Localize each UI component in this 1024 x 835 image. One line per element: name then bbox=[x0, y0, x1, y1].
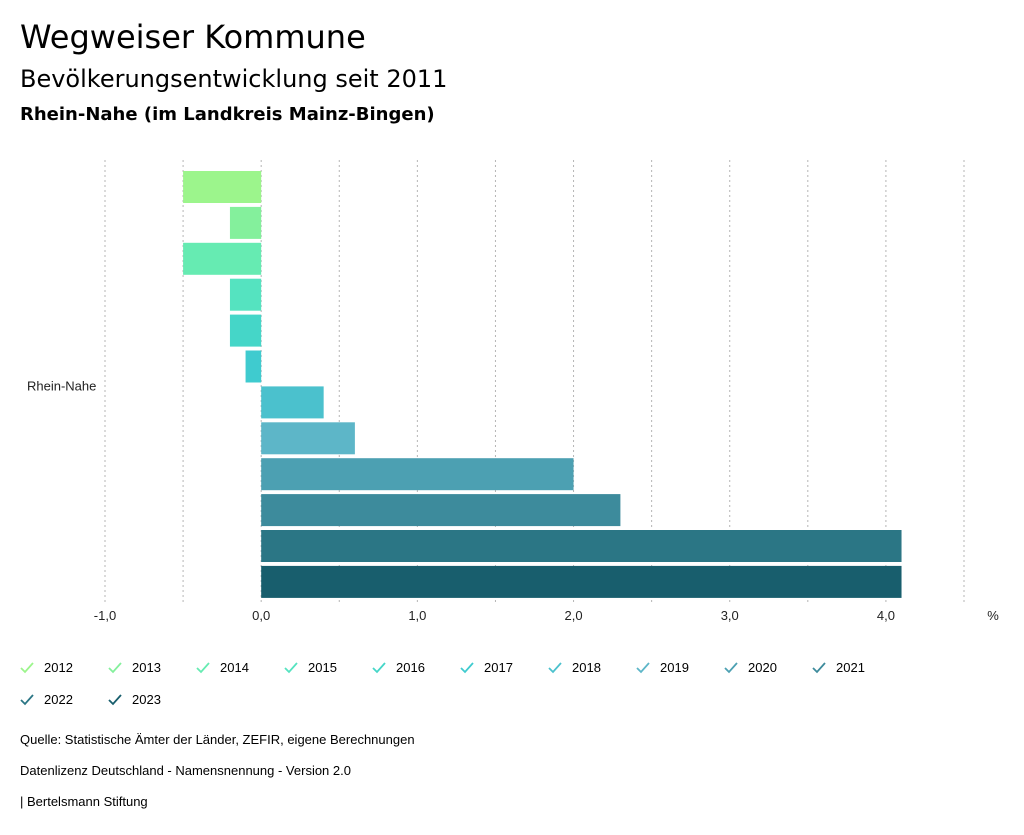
check-icon bbox=[108, 693, 122, 705]
bar-2018 bbox=[261, 386, 324, 419]
legend-item-2016[interactable]: 2016 bbox=[372, 660, 425, 675]
check-icon bbox=[372, 661, 386, 673]
legend-item-2012[interactable]: 2012 bbox=[20, 660, 73, 675]
x-tick-label: 2,0 bbox=[565, 608, 583, 623]
check-icon bbox=[460, 661, 474, 673]
legend-label: 2013 bbox=[132, 660, 161, 675]
bar-2017 bbox=[245, 350, 262, 383]
legend-label: 2016 bbox=[396, 660, 425, 675]
x-tick-label: 3,0 bbox=[721, 608, 739, 623]
check-icon bbox=[812, 661, 826, 673]
bar-2016 bbox=[229, 314, 262, 347]
category-label: Rhein-Nahe bbox=[27, 378, 96, 393]
x-unit-label: % bbox=[987, 608, 999, 623]
bar-chart: Rhein-Nahe -1,0 0,0 1,0 2,0 3,0 4,0% bbox=[27, 160, 999, 623]
legend-label: 2015 bbox=[308, 660, 337, 675]
bar-2019 bbox=[261, 422, 355, 455]
legend-label: 2017 bbox=[484, 660, 513, 675]
chart-subtitle: Bevölkerungsentwicklung seit 2011 bbox=[20, 65, 448, 93]
bar-2021 bbox=[261, 494, 621, 527]
check-icon bbox=[20, 693, 34, 705]
license-note: Datenlizenz Deutschland - Namensnennung … bbox=[20, 763, 351, 778]
legend-item-2019[interactable]: 2019 bbox=[636, 660, 689, 675]
check-icon bbox=[108, 661, 122, 673]
check-icon bbox=[548, 661, 562, 673]
legend-label: 2018 bbox=[572, 660, 601, 675]
legend-label: 2022 bbox=[44, 692, 73, 707]
legend-item-2015[interactable]: 2015 bbox=[284, 660, 337, 675]
check-icon bbox=[20, 661, 34, 673]
legend-label: 2023 bbox=[132, 692, 161, 707]
bar-2023 bbox=[261, 565, 902, 598]
publisher-note: | Bertelsmann Stiftung bbox=[20, 794, 148, 809]
bar-2015 bbox=[229, 278, 262, 311]
legend-label: 2020 bbox=[748, 660, 777, 675]
legend-label: 2014 bbox=[220, 660, 249, 675]
legend-item-2017[interactable]: 2017 bbox=[460, 660, 513, 675]
check-icon bbox=[196, 661, 210, 673]
x-tick-label: 4,0 bbox=[877, 608, 895, 623]
legend-label: 2012 bbox=[44, 660, 73, 675]
bar-2013 bbox=[229, 206, 262, 239]
legend-label: 2021 bbox=[836, 660, 865, 675]
legend-item-2014[interactable]: 2014 bbox=[196, 660, 249, 675]
check-icon bbox=[724, 661, 738, 673]
legend-item-2022[interactable]: 2022 bbox=[20, 692, 73, 707]
check-icon bbox=[636, 661, 650, 673]
legend-item-2018[interactable]: 2018 bbox=[548, 660, 601, 675]
bar-2014 bbox=[183, 242, 262, 275]
chart-title: Wegweiser Kommune bbox=[20, 18, 366, 56]
legend-item-2013[interactable]: 2013 bbox=[108, 660, 161, 675]
legend-label: 2019 bbox=[660, 660, 689, 675]
legend-item-2023[interactable]: 2023 bbox=[108, 692, 161, 707]
region-label: Rhein-Nahe (im Landkreis Mainz-Bingen) bbox=[20, 104, 435, 125]
bar-2012 bbox=[183, 171, 262, 203]
check-icon bbox=[284, 661, 298, 673]
bar-2020 bbox=[261, 458, 574, 491]
legend-item-2020[interactable]: 2020 bbox=[724, 660, 777, 675]
legend-item-2021[interactable]: 2021 bbox=[812, 660, 865, 675]
source-note: Quelle: Statistische Ämter der Länder, Z… bbox=[20, 732, 415, 747]
x-tick-label: 1,0 bbox=[408, 608, 426, 623]
x-tick-label: 0,0 bbox=[252, 608, 270, 623]
bar-2022 bbox=[261, 530, 902, 562]
x-tick-label: -1,0 bbox=[94, 608, 116, 623]
